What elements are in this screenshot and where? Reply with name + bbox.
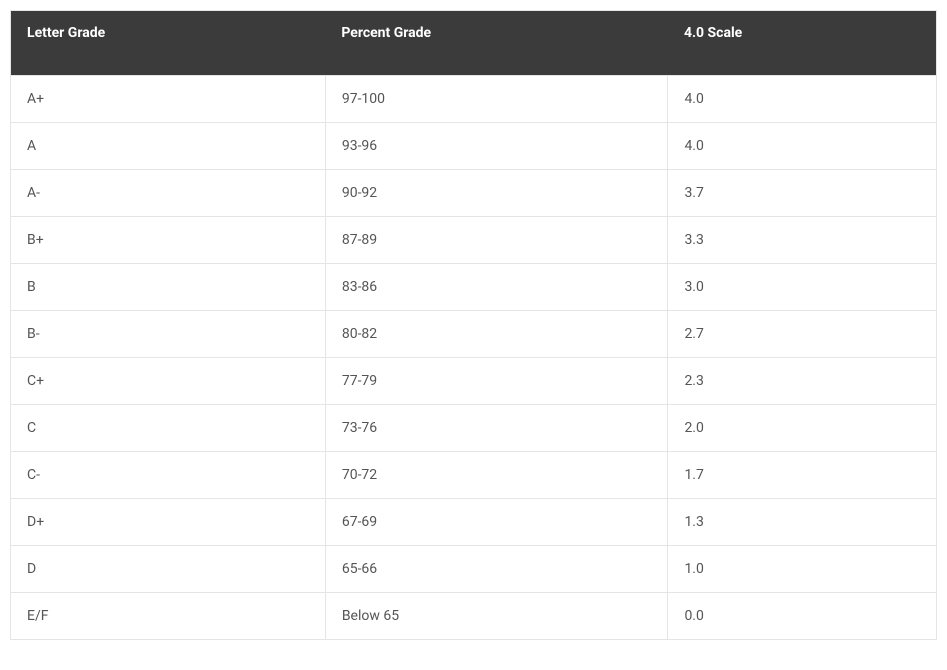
cell-scale: 2.3 [668,358,937,405]
table-row: D 65-66 1.0 [11,546,937,593]
cell-letter-grade: A+ [11,76,326,123]
cell-scale: 4.0 [668,123,937,170]
cell-percent-grade: 80-82 [325,311,668,358]
cell-percent-grade: 77-79 [325,358,668,405]
cell-scale: 3.7 [668,170,937,217]
cell-scale: 0.0 [668,593,937,640]
cell-percent-grade: 87-89 [325,217,668,264]
cell-scale: 3.0 [668,264,937,311]
cell-letter-grade: B- [11,311,326,358]
cell-percent-grade: 83-86 [325,264,668,311]
table-row: E/F Below 65 0.0 [11,593,937,640]
cell-scale: 1.3 [668,499,937,546]
cell-letter-grade: C- [11,452,326,499]
column-header-percent-grade: Percent Grade [325,11,668,76]
cell-scale: 2.7 [668,311,937,358]
cell-letter-grade: A- [11,170,326,217]
table-body: A+ 97-100 4.0 A 93-96 4.0 A- 90-92 3.7 B… [11,76,937,640]
cell-scale: 3.3 [668,217,937,264]
table-row: C- 70-72 1.7 [11,452,937,499]
table-header-row: Letter Grade Percent Grade 4.0 Scale [11,11,937,76]
table-row: C+ 77-79 2.3 [11,358,937,405]
cell-letter-grade: B [11,264,326,311]
table-row: B+ 87-89 3.3 [11,217,937,264]
table-row: C 73-76 2.0 [11,405,937,452]
cell-percent-grade: 73-76 [325,405,668,452]
cell-letter-grade: D [11,546,326,593]
table-row: D+ 67-69 1.3 [11,499,937,546]
cell-letter-grade: B+ [11,217,326,264]
cell-scale: 1.0 [668,546,937,593]
cell-percent-grade: 97-100 [325,76,668,123]
cell-percent-grade: 67-69 [325,499,668,546]
grade-scale-table: Letter Grade Percent Grade 4.0 Scale A+ … [10,10,937,640]
table-row: B- 80-82 2.7 [11,311,937,358]
cell-letter-grade: C [11,405,326,452]
cell-percent-grade: 70-72 [325,452,668,499]
column-header-scale: 4.0 Scale [668,11,937,76]
cell-scale: 2.0 [668,405,937,452]
table-row: A+ 97-100 4.0 [11,76,937,123]
cell-percent-grade: 65-66 [325,546,668,593]
cell-scale: 1.7 [668,452,937,499]
cell-percent-grade: 90-92 [325,170,668,217]
cell-letter-grade: C+ [11,358,326,405]
cell-letter-grade: D+ [11,499,326,546]
cell-scale: 4.0 [668,76,937,123]
cell-percent-grade: 93-96 [325,123,668,170]
cell-percent-grade: Below 65 [325,593,668,640]
table-row: A 93-96 4.0 [11,123,937,170]
cell-letter-grade: A [11,123,326,170]
table-row: A- 90-92 3.7 [11,170,937,217]
cell-letter-grade: E/F [11,593,326,640]
table-row: B 83-86 3.0 [11,264,937,311]
column-header-letter-grade: Letter Grade [11,11,326,76]
